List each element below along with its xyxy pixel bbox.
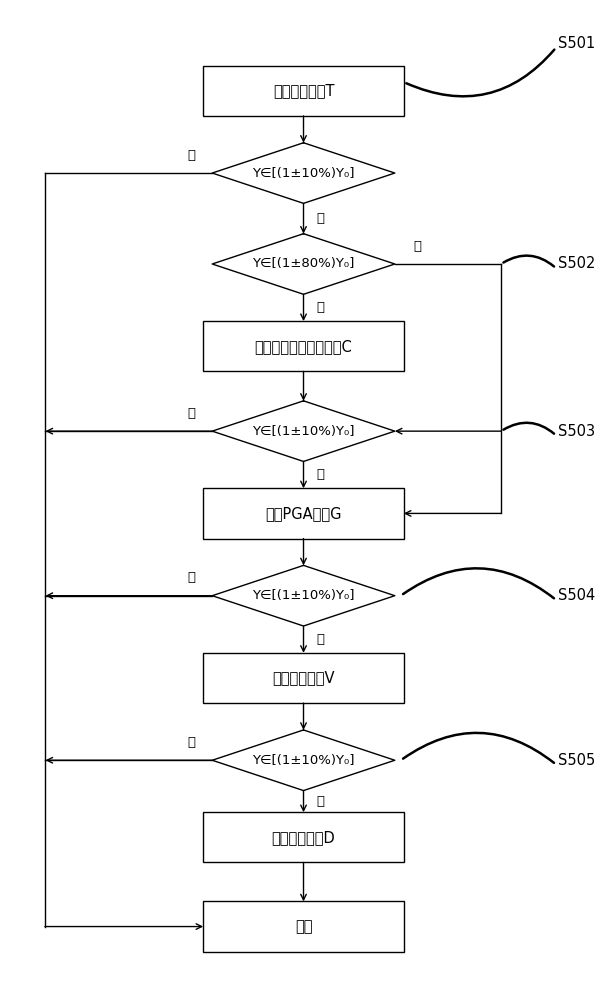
- Text: 否: 否: [317, 633, 325, 646]
- Text: S502: S502: [558, 256, 596, 271]
- Text: 否: 否: [317, 212, 325, 225]
- Text: 否: 否: [317, 468, 325, 481]
- Text: Y∈[(1±10%)Y₀]: Y∈[(1±10%)Y₀]: [252, 754, 355, 767]
- Text: 否: 否: [317, 795, 325, 808]
- Bar: [203, 901, 404, 952]
- Bar: [203, 812, 404, 862]
- Text: S505: S505: [558, 753, 595, 768]
- Text: 调节曝光时间T: 调节曝光时间T: [273, 83, 334, 98]
- Text: S503: S503: [558, 424, 595, 439]
- Text: Y∈[(1±10%)Y₀]: Y∈[(1±10%)Y₀]: [252, 167, 355, 180]
- Text: S501: S501: [558, 36, 595, 51]
- Text: 调节数字增益D: 调节数字增益D: [272, 830, 336, 845]
- Text: 否: 否: [317, 301, 325, 314]
- Text: 调节斜坡电压V: 调节斜坡电压V: [272, 670, 335, 685]
- Text: 调节电荷电压转换增益C: 调节电荷电压转换增益C: [255, 339, 353, 354]
- Text: 是: 是: [187, 407, 195, 420]
- Text: 调节PGA增益G: 调节PGA增益G: [266, 506, 342, 521]
- Text: 是: 是: [414, 240, 421, 253]
- Text: 是: 是: [187, 736, 195, 749]
- Text: S504: S504: [558, 588, 595, 603]
- Text: Y∈[(1±10%)Y₀]: Y∈[(1±10%)Y₀]: [252, 589, 355, 602]
- Bar: [203, 488, 404, 539]
- Bar: [203, 321, 404, 371]
- Text: Y∈[(1±10%)Y₀]: Y∈[(1±10%)Y₀]: [252, 425, 355, 438]
- Bar: [203, 66, 404, 116]
- Bar: [203, 653, 404, 703]
- Text: 是: 是: [187, 571, 195, 584]
- Text: 是: 是: [187, 149, 195, 162]
- Text: 结束: 结束: [295, 919, 312, 934]
- Text: Y∈[(1±80%)Y₀]: Y∈[(1±80%)Y₀]: [252, 257, 354, 270]
